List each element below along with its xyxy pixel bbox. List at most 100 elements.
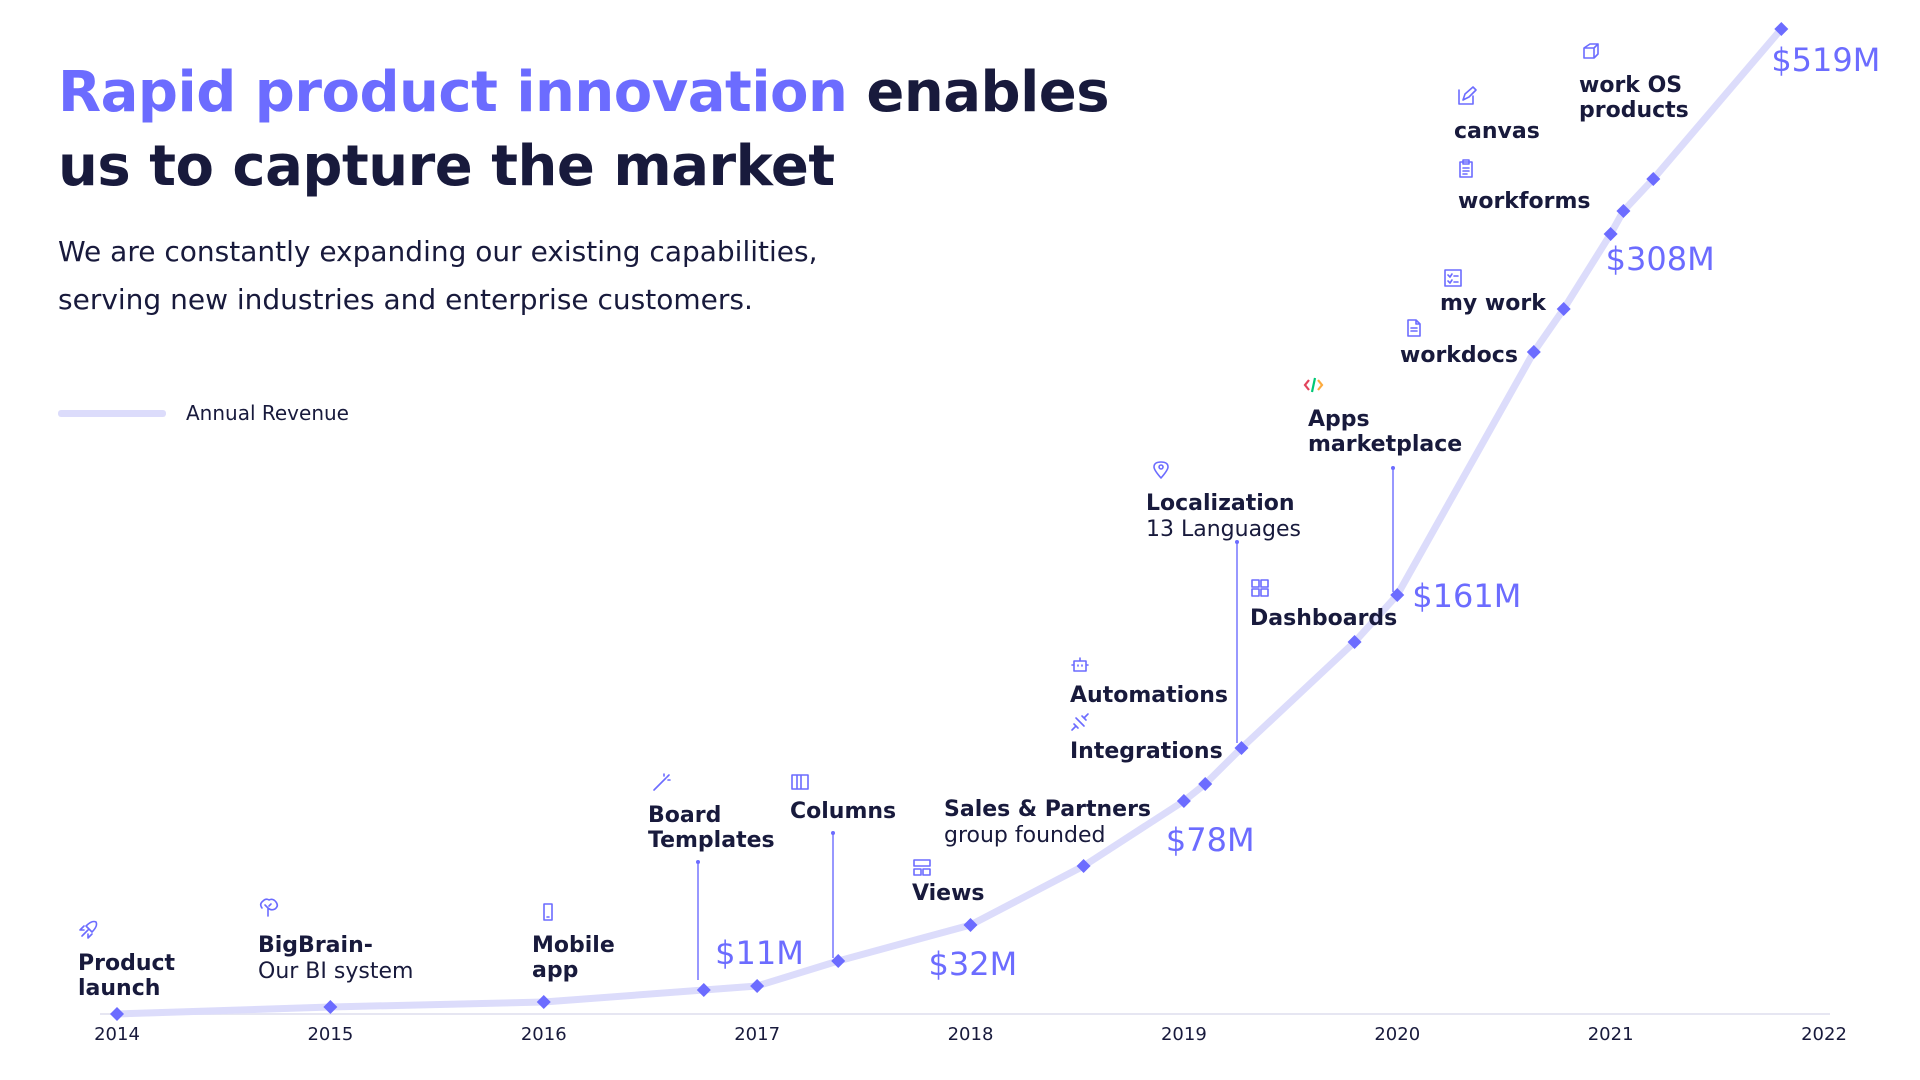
data-point-marker bbox=[1526, 345, 1541, 359]
milestone-label: my work bbox=[1440, 291, 1547, 316]
milestone-title: workdocs bbox=[1400, 343, 1518, 368]
revenue-value-label: $78M bbox=[1166, 821, 1255, 859]
revenue-value-label: $11M bbox=[715, 934, 804, 972]
data-point-marker bbox=[536, 995, 551, 1009]
legend-swatch bbox=[58, 409, 166, 417]
pencil-icon-path bbox=[1458, 86, 1477, 105]
milestone-title: Product bbox=[78, 951, 176, 976]
data-point-marker bbox=[963, 918, 978, 932]
code-icon-left bbox=[1303, 379, 1310, 391]
milestone-title: Mobile bbox=[532, 933, 615, 958]
title-rest: enables us to capture the market bbox=[58, 60, 1110, 199]
revenue-value-label: $308M bbox=[1606, 240, 1715, 278]
checklist-icon-path bbox=[1444, 269, 1462, 287]
leader-dot bbox=[696, 860, 700, 864]
milestone-label: work OS products bbox=[1579, 73, 1689, 123]
legend-label: Annual Revenue bbox=[186, 401, 349, 425]
data-point-marker bbox=[1646, 172, 1661, 186]
document-icon bbox=[1407, 319, 1421, 337]
milestone-title: Views bbox=[912, 881, 985, 906]
milestone-label: Mobile app bbox=[532, 933, 615, 983]
milestone-title: Columns bbox=[790, 799, 896, 824]
robot-icon bbox=[1071, 657, 1089, 672]
milestone-title: my work bbox=[1440, 291, 1547, 316]
revenue-value-label: $32M bbox=[929, 945, 1018, 983]
views-icon-path bbox=[913, 859, 931, 876]
data-point-marker bbox=[1616, 204, 1631, 218]
milestone-subtitle: Our BI system bbox=[258, 959, 413, 984]
rocket-icon-path bbox=[79, 920, 98, 939]
data-point-marker bbox=[1176, 794, 1191, 808]
x-tick-label: 2015 bbox=[307, 1024, 353, 1045]
milestone-label: BigBrain-Our BI system bbox=[258, 933, 413, 984]
milestone-title: Board bbox=[648, 803, 721, 828]
milestone-title: app bbox=[532, 958, 578, 983]
plug-icon bbox=[1071, 713, 1089, 731]
milestone-title: Integrations bbox=[1070, 739, 1223, 764]
x-tick-label: 2022 bbox=[1801, 1024, 1847, 1045]
milestone-label: Board Templates bbox=[648, 803, 775, 853]
dashboard-grid-icon-path bbox=[1251, 579, 1269, 597]
columns-icon bbox=[791, 774, 809, 790]
document-icon-path bbox=[1407, 319, 1421, 337]
code-icon-right bbox=[1317, 379, 1324, 391]
pin-icon-path bbox=[1153, 461, 1169, 479]
code-icon bbox=[1303, 377, 1324, 393]
milestone-title: Templates bbox=[648, 828, 775, 853]
milestone-title: launch bbox=[78, 976, 160, 1001]
data-point-marker bbox=[1390, 588, 1405, 602]
milestone-subtitle: 13 Languages bbox=[1146, 517, 1301, 542]
x-tick-label: 2020 bbox=[1374, 1024, 1420, 1045]
data-point-marker bbox=[1774, 22, 1789, 36]
dashboard-grid-icon bbox=[1251, 579, 1269, 597]
data-point-marker bbox=[1603, 227, 1618, 241]
milestone-title: marketplace bbox=[1308, 432, 1462, 457]
milestone-label: Columns bbox=[790, 799, 896, 824]
data-point-marker bbox=[323, 1000, 338, 1014]
mobile-icon-path bbox=[543, 903, 553, 921]
code-icon-slash bbox=[1310, 377, 1317, 393]
robot-icon-path bbox=[1071, 657, 1089, 672]
milestone-label: workforms bbox=[1458, 189, 1590, 214]
checklist-icon bbox=[1444, 269, 1462, 287]
page-title: Rapid product innovation enables us to c… bbox=[58, 56, 1158, 204]
views-icon bbox=[913, 859, 931, 876]
milestone-label: Views bbox=[912, 881, 985, 906]
data-point-marker bbox=[110, 1007, 124, 1021]
x-tick-label: 2016 bbox=[521, 1024, 567, 1045]
milestone-title: Automations bbox=[1070, 683, 1228, 708]
milestone-title: Dashboards bbox=[1250, 606, 1397, 631]
milestone-title: BigBrain- bbox=[258, 933, 373, 958]
milestone-title: Localization bbox=[1146, 491, 1295, 516]
milestone-label: Apps marketplace bbox=[1308, 407, 1462, 457]
mobile-icon bbox=[543, 903, 553, 921]
pencil-icon bbox=[1458, 86, 1477, 105]
milestone-label: Automations bbox=[1070, 683, 1228, 708]
columns-icon-path bbox=[791, 774, 809, 790]
subtitle-line-2: serving new industries and enterprise cu… bbox=[58, 283, 753, 316]
revenue-value-label: $161M bbox=[1412, 577, 1521, 615]
data-point-marker bbox=[1076, 859, 1091, 873]
data-point-marker bbox=[1198, 777, 1213, 791]
leader-dot bbox=[831, 831, 835, 835]
milestone-label: canvas bbox=[1454, 119, 1540, 144]
plug-icon-path bbox=[1071, 713, 1089, 731]
revenue-line bbox=[113, 25, 1785, 1018]
magic-wand-icon-path bbox=[653, 773, 671, 791]
clipboard-icon bbox=[1459, 159, 1473, 178]
milestone-title: Apps bbox=[1308, 407, 1370, 432]
milestone-label: workdocs bbox=[1400, 343, 1518, 368]
milestone-title: canvas bbox=[1454, 119, 1540, 144]
clipboard-icon-path bbox=[1459, 159, 1473, 178]
x-tick-label: 2019 bbox=[1161, 1024, 1207, 1045]
pin-icon bbox=[1153, 461, 1169, 479]
data-point-marker bbox=[696, 983, 711, 997]
milestone-title: workforms bbox=[1458, 189, 1590, 214]
rocket-icon bbox=[79, 920, 98, 939]
milestone-title: Sales & Partners bbox=[944, 797, 1151, 822]
data-point-marker bbox=[750, 979, 765, 993]
chart-legend: Annual Revenue bbox=[58, 398, 349, 428]
x-tick-label: 2017 bbox=[734, 1024, 780, 1045]
x-tick-label: 2021 bbox=[1588, 1024, 1634, 1045]
